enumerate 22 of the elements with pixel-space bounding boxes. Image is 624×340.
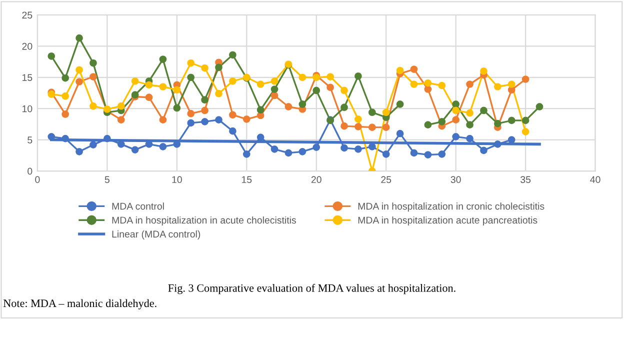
x-tick-label: 20 — [311, 176, 322, 184]
x-tick-label: 35 — [520, 176, 531, 184]
x-tick-label: 10 — [172, 176, 182, 184]
legend-label: MDA control — [112, 202, 164, 210]
x-tick-label: 15 — [242, 176, 252, 184]
y-tick-label: 25 — [22, 12, 32, 19]
legend-label: MDA in hospitalization in cronic cholecistitis — [358, 202, 544, 212]
y-tick-label: 15 — [22, 74, 32, 81]
x-tick-label: 40 — [590, 176, 600, 184]
legend-label: MDA in hospitalization in acute cholecistitis — [112, 216, 296, 226]
x-tick-label: 25 — [381, 176, 392, 184]
y-tick-label: 0 — [28, 168, 32, 175]
caption: Fig. 3 Comparative evaluation of MDA values at hospitalization. — [168, 284, 456, 294]
y-tick-label: 20 — [22, 42, 32, 50]
x-tick-label: 0 — [35, 176, 40, 184]
legend-label: Linear (MDA control) — [112, 230, 200, 240]
x-tick-label: 5 — [104, 176, 110, 184]
x-tick-label: 30 — [450, 176, 461, 184]
y-tick-label: 10 — [22, 105, 32, 112]
y-tick-label: 5 — [28, 136, 32, 144]
legend-label: MDA in hospitalization acute pancreatiotis — [358, 216, 538, 226]
text: Note: MDA – malonic dialdehyde. — [3, 299, 156, 310]
